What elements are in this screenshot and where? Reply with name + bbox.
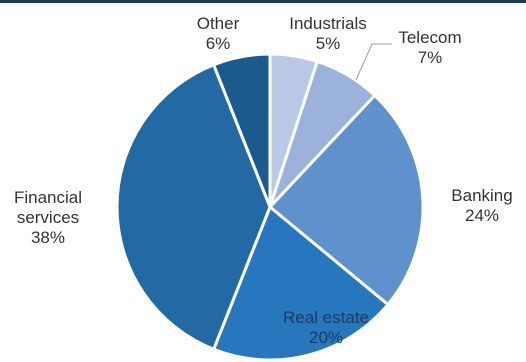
slice-label-value: 38% bbox=[30, 228, 65, 247]
slice-label-value: 24% bbox=[464, 206, 500, 225]
slice-label-value: 5% bbox=[315, 34, 341, 53]
slice-label-name: Other bbox=[196, 14, 240, 33]
slice-label-industrials: Industrials 5% bbox=[289, 14, 366, 54]
leader-line-telecom bbox=[355, 43, 392, 81]
pie-slice-real-estate bbox=[212, 205, 390, 362]
slice-label-name: Financial bbox=[13, 188, 83, 207]
slice-label-name: Real estate bbox=[283, 308, 369, 327]
slice-label-name: Banking bbox=[451, 186, 513, 205]
slice-label-telecom: Telecom 7% bbox=[398, 28, 461, 68]
top-rule bbox=[0, 0, 526, 3]
pie-slice-banking bbox=[268, 93, 425, 307]
slice-label-value: 20% bbox=[308, 328, 344, 347]
slice-label-other: Other 6% bbox=[197, 14, 240, 54]
slice-label-real-estate: Real estate 20% bbox=[283, 308, 369, 348]
leader-lines bbox=[355, 43, 392, 81]
slice-label-value: 6% bbox=[205, 34, 231, 53]
slice-label-name: Industrials bbox=[289, 14, 367, 33]
slice-label-financial-services: Financial services 38% bbox=[14, 188, 82, 248]
slice-label-name: Telecom bbox=[398, 28, 462, 47]
pie-slice-financial-services bbox=[115, 63, 272, 351]
slice-label-banking: Banking 24% bbox=[451, 186, 512, 226]
pie-slices bbox=[115, 52, 425, 362]
pie-slice-other bbox=[212, 52, 272, 209]
slice-label-name: services bbox=[16, 208, 80, 227]
slice-label-value: 7% bbox=[417, 48, 443, 67]
